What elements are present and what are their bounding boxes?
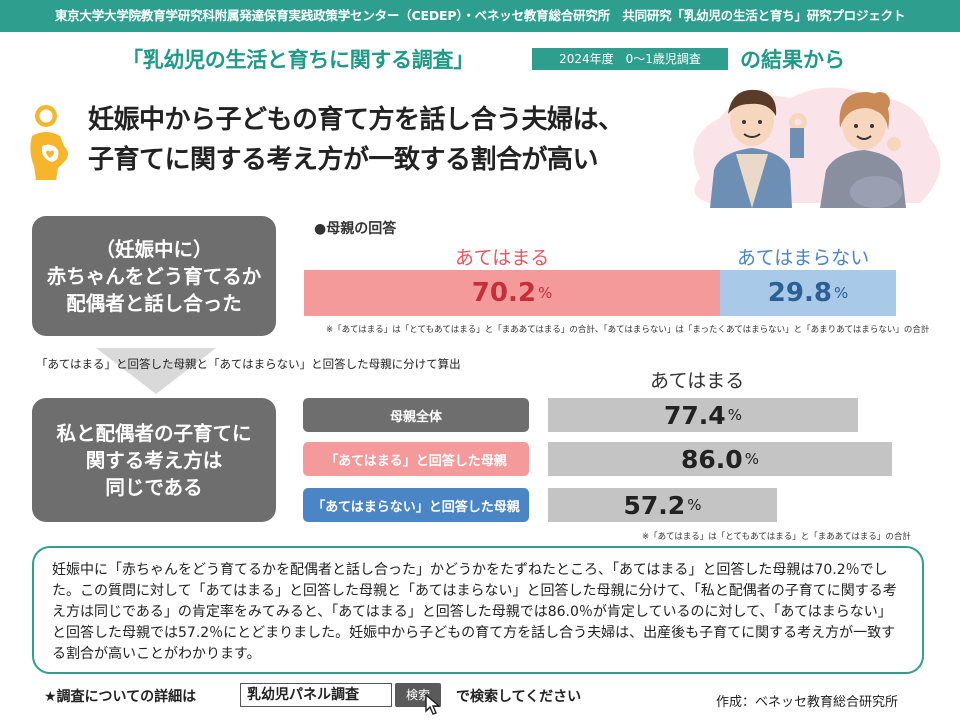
chart2-bar-yes: 86.0% [548, 442, 892, 476]
chart2-title: あてはまる [650, 370, 745, 392]
chart2-value-yes: 86.0 [681, 444, 743, 474]
chart2-label-yes: 「あてはまる」と回答した母親 [303, 442, 529, 476]
question-line: （妊娠中に） [95, 237, 213, 261]
pregnant-woman-icon [22, 102, 78, 182]
footer-tail-text: で検索してください [456, 689, 582, 705]
chart2-bar-no: 57.2% [548, 488, 777, 522]
chart2-label-no: 「あてはまらない」と回答した母親 [303, 488, 529, 522]
search-input[interactable]: 乳幼児パネル調査 [240, 683, 392, 707]
percent-sign: % [687, 496, 702, 514]
chart2-label-all: 母親全体 [303, 398, 529, 432]
percent-sign: % [833, 284, 849, 302]
headline-line-2: 子育てに関する考え方が一致する割合が高い [88, 145, 599, 175]
chart2-note: ※「あてはまる」は「とてもあてはまる」と「まああてはまる」の合計 [642, 532, 911, 542]
headline-line-1: 妊娠中から子どもの育て方を話し合う夫婦は、 [88, 105, 624, 135]
headline: 妊娠中から子どもの育て方を話し合う夫婦は、 子育てに関する考え方が一致する割合が… [88, 100, 688, 180]
chart1-category-yes: あてはまる [455, 247, 550, 269]
mouse-cursor-icon [425, 693, 443, 716]
outcome-line: 関する考え方は [85, 448, 223, 472]
chart1-bar-yes: 70.2% [304, 270, 720, 316]
top-banner: 東京大学大学院教育学研究科附属発達保育実践政策学センター（CEDEP）・ベネッセ… [0, 0, 960, 32]
percent-sign: % [537, 284, 553, 302]
chart1-title: ●母親の回答 [314, 221, 397, 237]
couple-illustration [680, 78, 950, 208]
chart2-value-no: 57.2 [623, 490, 686, 520]
survey-title: 「乳幼児の生活と育ちに関する調査」 [122, 48, 474, 72]
year-badge: 2024年度 0～1歳児調査 [532, 48, 728, 70]
question-line: 配偶者と話し合った [66, 291, 242, 315]
percent-sign: % [744, 450, 759, 468]
calculation-note: 「あてはまる」と回答した母親と「あてはまらない」と回答した母親に分けて算出 [36, 357, 461, 371]
chart1-category-no: あてはまらない [737, 247, 870, 269]
chart2-value-all: 77.4 [664, 400, 726, 430]
flow-arrow [96, 348, 216, 394]
percent-sign: % [727, 406, 742, 424]
author-credit: 作成：ベネッセ教育総合研究所 [716, 695, 899, 710]
summary-text: 妊娠中に「赤ちゃんをどう育てるかを配偶者と話し合った」かどうかをたずねたところ、… [52, 562, 897, 662]
footer-lead-text: ★調査についての詳細は [44, 689, 197, 705]
outcome-line: 私と配偶者の子育てに [56, 421, 252, 445]
summary-box: 妊娠中に「赤ちゃんをどう育てるかを配偶者と話し合った」かどうかをたずねたところ、… [32, 546, 924, 674]
chart2-bar-all: 77.4% [548, 398, 858, 432]
outcome-box: 私と配偶者の子育てに 関する考え方は 同じである [32, 398, 276, 522]
chart1-bar-no: 29.8% [720, 270, 896, 316]
question-box: （妊娠中に） 赤ちゃんをどう育てるか 配偶者と話し合った [32, 216, 276, 336]
chart1-note: ※「あてはまる」は「とてもあてはまる」と「まああてはまる」の合計、「あてはまらな… [326, 325, 930, 335]
chart1-value-no: 29.8 [767, 278, 832, 308]
question-line: 赤ちゃんをどう育てるか [46, 264, 262, 288]
survey-suffix: の結果から [740, 48, 845, 72]
chart1-value-yes: 70.2 [471, 278, 536, 308]
outcome-line: 同じである [105, 475, 203, 499]
